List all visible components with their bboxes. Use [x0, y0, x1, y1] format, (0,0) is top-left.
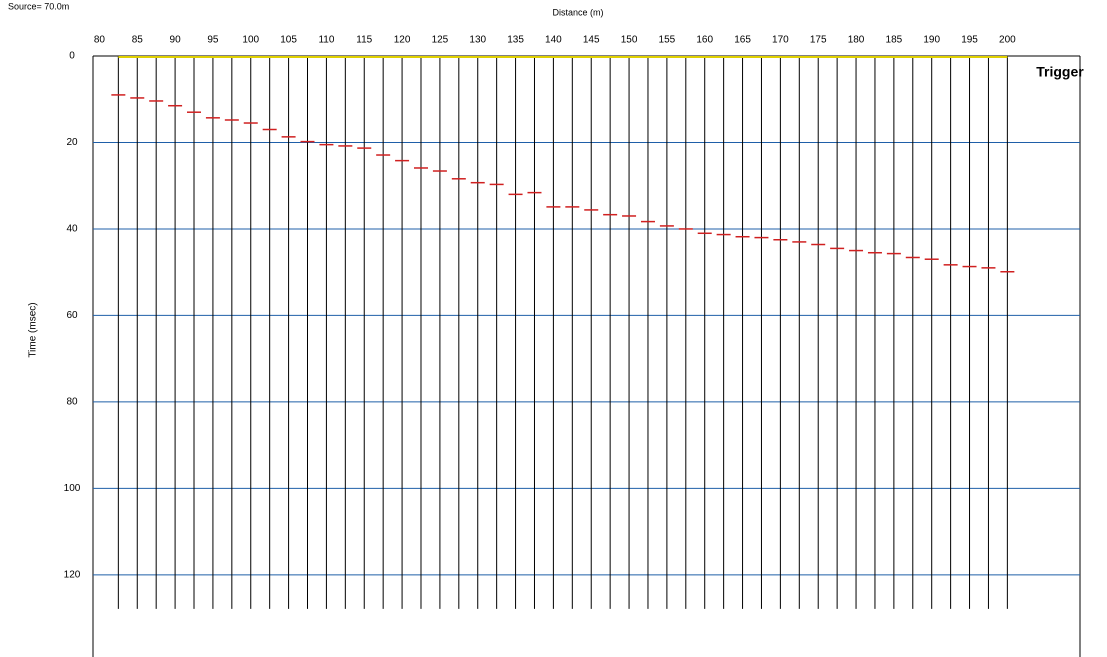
x-tick-label: 135 — [507, 35, 524, 46]
x-tick-label: 190 — [923, 35, 940, 46]
y-tick-label: 0 — [69, 51, 75, 62]
source-label: Source= 70.0m — [8, 1, 69, 11]
x-tick-label: 100 — [242, 35, 259, 46]
x-tick-label: 145 — [583, 35, 600, 46]
x-tick-label: 90 — [170, 35, 182, 46]
y-tick-label: 60 — [66, 310, 78, 321]
x-tick-label: 165 — [734, 35, 751, 46]
x-tick-label: 170 — [772, 35, 789, 46]
x-tick-label: 110 — [318, 35, 334, 46]
y-tick-label: 20 — [66, 137, 78, 148]
x-tick-label: 80 — [94, 35, 106, 46]
x-tick-label: 155 — [659, 35, 676, 46]
y-tick-label: 120 — [64, 569, 81, 580]
x-axis-title: Distance (m) — [552, 7, 603, 17]
x-tick-label: 185 — [886, 35, 903, 46]
x-tick-label: 200 — [999, 35, 1016, 46]
y-tick-label: 40 — [66, 224, 78, 235]
x-tick-label: 105 — [280, 35, 297, 46]
y-tick-label: 100 — [64, 483, 81, 494]
x-tick-label: 95 — [207, 35, 219, 46]
y-tick-label: 80 — [66, 397, 78, 408]
x-tick-label: 150 — [621, 35, 638, 46]
x-tick-label: 125 — [432, 35, 449, 46]
x-tick-label: 140 — [545, 35, 562, 46]
y-axis-title: Time (msec) — [28, 302, 39, 357]
x-tick-label: 175 — [810, 35, 827, 46]
x-tick-label: 180 — [848, 35, 865, 46]
x-tick-label: 120 — [394, 35, 411, 46]
x-tick-label: 115 — [356, 35, 372, 46]
trigger-label: Trigger — [1036, 64, 1084, 80]
x-tick-label: 130 — [469, 35, 486, 46]
x-tick-label: 160 — [696, 35, 713, 46]
x-tick-label: 195 — [961, 35, 978, 46]
x-tick-label: 85 — [132, 35, 144, 46]
